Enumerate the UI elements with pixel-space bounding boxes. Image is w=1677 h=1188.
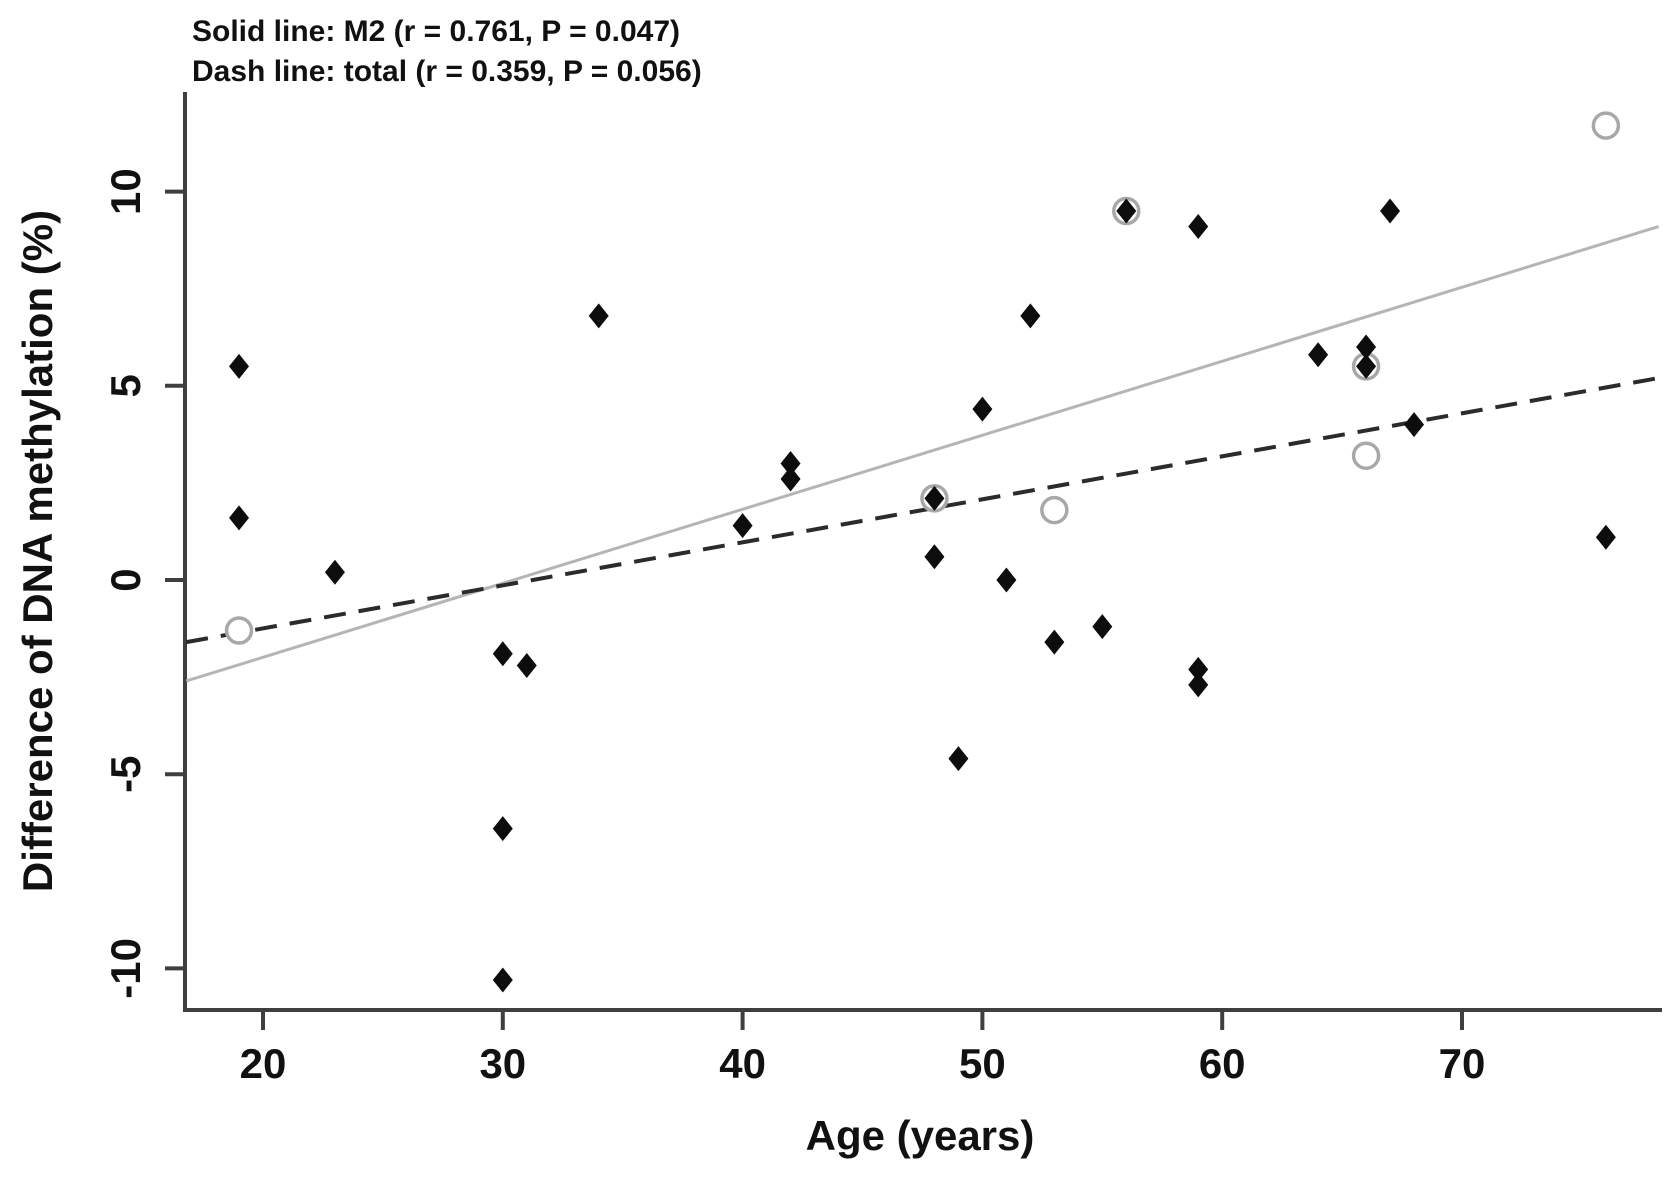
diamond-marker (1595, 524, 1616, 550)
x-tick-label: 30 (479, 1040, 526, 1087)
x-tick-label: 50 (959, 1040, 1006, 1087)
y-tick-label: 5 (102, 374, 149, 397)
circle-marker (1040, 495, 1069, 525)
diamond-marker (492, 641, 513, 667)
x-axis-title: Age (years) (806, 1112, 1035, 1159)
circle-marker (224, 616, 254, 645)
filled-diamond-markers (229, 198, 1616, 993)
dashed-fit-line (185, 376, 1659, 645)
diamond-marker (1356, 334, 1377, 360)
diamond-marker (588, 303, 609, 329)
diamond-marker (1044, 629, 1065, 655)
diamond-marker (229, 505, 250, 531)
diamond-marker (1404, 412, 1425, 438)
diamond-marker (324, 559, 345, 585)
diamond-marker (516, 652, 537, 678)
y-tick-marks: -10 -5 0 5 10 (102, 168, 185, 999)
diamond-marker (972, 396, 993, 422)
diamond-marker (1188, 214, 1209, 240)
annotation-dash-line: Dash line: total (r = 0.359, P = 0.056) (192, 55, 702, 88)
diamond-marker (924, 485, 945, 511)
diamond-marker (1188, 672, 1209, 698)
diamond-marker (492, 816, 513, 842)
regression-lines (185, 225, 1660, 683)
diamond-marker (1380, 198, 1401, 224)
diamond-marker (492, 967, 513, 993)
diamond-marker (229, 353, 250, 379)
annotation-solid-line: Solid line: M2 (r = 0.761, P = 0.047) (192, 15, 680, 48)
diamond-marker (996, 567, 1017, 593)
diamond-marker (780, 466, 801, 492)
y-tick-label: 10 (102, 168, 149, 215)
open-circle-markers (224, 111, 1621, 645)
x-tick-label: 40 (719, 1040, 766, 1087)
diamond-marker (924, 544, 945, 570)
circle-marker (1351, 441, 1381, 470)
x-tick-label: 20 (240, 1040, 287, 1087)
diamond-marker (732, 513, 753, 539)
x-tick-marks: 20 30 40 50 60 70 (240, 1010, 1486, 1087)
diamond-marker (1308, 342, 1329, 368)
solid-fit-line (185, 225, 1660, 683)
y-tick-label: -5 (102, 756, 149, 793)
x-tick-label: 70 (1439, 1040, 1486, 1087)
diamond-marker (948, 746, 969, 772)
circle-marker (1591, 111, 1621, 140)
diamond-marker (1116, 198, 1137, 224)
diamond-marker (1356, 353, 1377, 379)
diamond-marker (1092, 614, 1113, 640)
diamond-marker (1188, 656, 1209, 682)
y-tick-label: -10 (102, 938, 149, 999)
y-axis-title: Difference of DNA methylation (%) (14, 210, 61, 892)
diamond-marker (1020, 303, 1041, 329)
diamond-marker (780, 450, 801, 476)
y-tick-label: 0 (102, 568, 149, 591)
x-tick-label: 60 (1199, 1040, 1246, 1087)
